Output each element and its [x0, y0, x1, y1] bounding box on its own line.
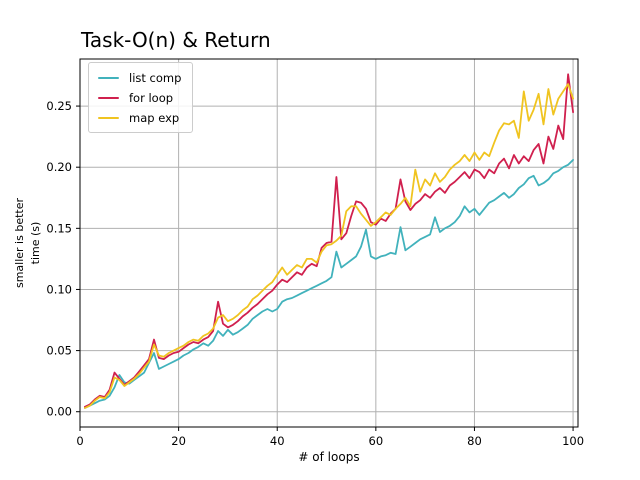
chart-title: Task-O(n) & Return: [81, 28, 271, 52]
legend-item-for-loop: for loop: [98, 90, 181, 105]
y-axis-label-line2: time (s): [29, 221, 42, 265]
x-tick-label: 20: [171, 434, 186, 448]
y-axis-label-line1: smaller is better: [13, 197, 27, 289]
series-line-list-comp: [84, 158, 574, 409]
y-tick-label: 0.15: [46, 221, 72, 235]
x-tick-label: 100: [562, 434, 584, 448]
legend: list comp for loop map exp: [88, 62, 194, 133]
legend-item-list-comp: list comp: [98, 70, 181, 85]
series-line-map-exp: [84, 83, 574, 409]
legend-line-swatch-for-loop: [98, 96, 119, 99]
plot-border: [79, 58, 579, 428]
y-tick-label: 0.20: [46, 160, 72, 174]
legend-line-swatch-list-comp: [98, 76, 119, 79]
legend-label-for-loop: for loop: [129, 90, 174, 105]
legend-item-map-exp: map exp: [98, 110, 181, 125]
y-tick-label: 0.25: [46, 99, 72, 113]
y-tick-label: 0.00: [46, 405, 72, 419]
series-line-for-loop: [84, 73, 574, 408]
legend-label-map-exp: map exp: [129, 110, 180, 125]
x-tick-label: 40: [270, 434, 285, 448]
x-axis-label: # of loops: [298, 450, 360, 464]
legend-line-swatch-map-exp: [98, 116, 119, 119]
x-tick-label: 80: [467, 434, 482, 448]
x-tick-label: 0: [76, 434, 83, 448]
legend-label-list-comp: list comp: [129, 70, 182, 85]
x-tick-label: 60: [369, 434, 384, 448]
y-tick-label: 0.05: [46, 344, 72, 358]
y-axis-label: smaller is better time (s): [12, 198, 44, 288]
y-tick-label: 0.10: [46, 282, 72, 296]
